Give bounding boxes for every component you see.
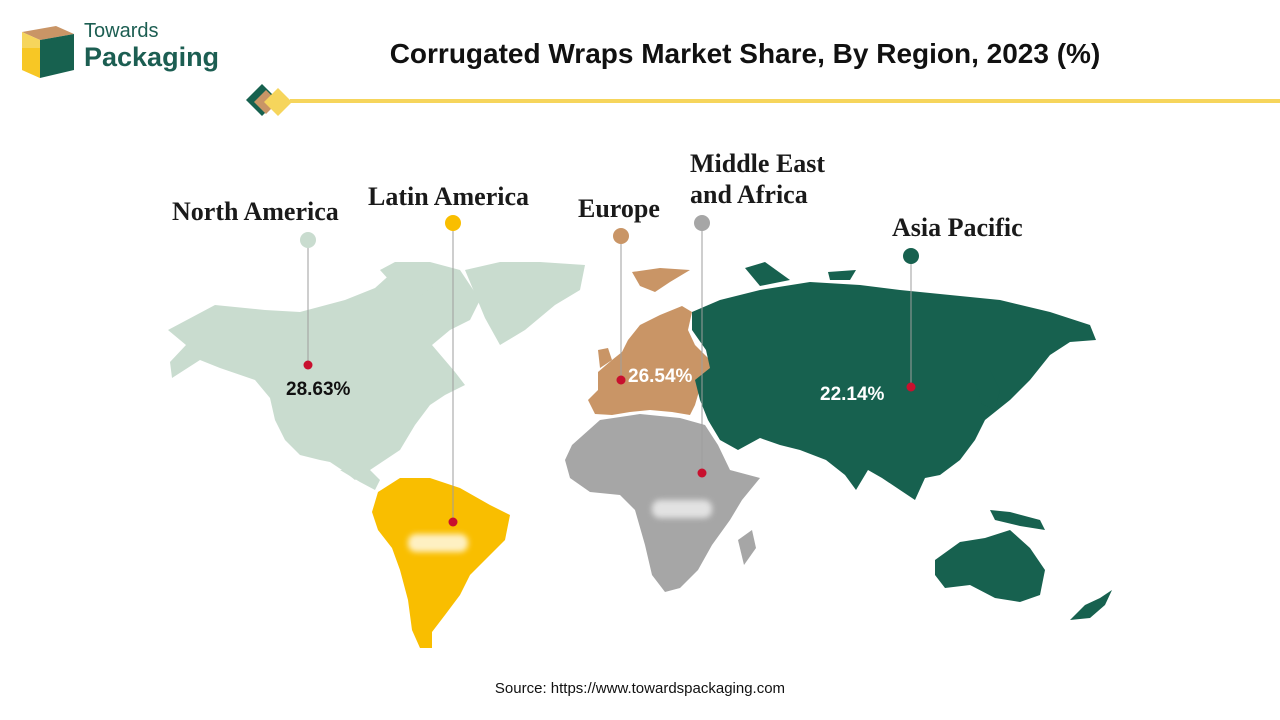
- brand-logo: Towards Packaging: [16, 20, 236, 84]
- page-title: Corrugated Wraps Market Share, By Region…: [389, 38, 1101, 69]
- region-north-america: [168, 262, 585, 490]
- value-label-north-america: 28.63%: [286, 379, 351, 400]
- region-latin-america: [372, 478, 510, 648]
- map-marker-asia-pacific: [906, 382, 916, 392]
- map-marker-middle-east-africa: [697, 468, 707, 478]
- region-label-north-america: North America: [172, 197, 339, 226]
- brand-name-line1: Towards: [84, 20, 159, 42]
- region-label-latin-america: Latin America: [368, 182, 530, 211]
- box-logo-icon: [22, 26, 74, 78]
- legend-dot-latin-america: [445, 215, 461, 231]
- source-note: Source: https://www.towardspackaging.com: [494, 680, 786, 697]
- legend-dot-asia-pacific: [903, 248, 919, 264]
- value-label-latin-america-obscured: [408, 534, 468, 552]
- map-marker-north-america: [303, 360, 313, 370]
- legend-dot-europe: [613, 228, 629, 244]
- map-marker-europe: [616, 375, 626, 385]
- divider-ornament-icon: [246, 84, 292, 116]
- region-label-asia-pacific: Asia Pacific: [892, 213, 1023, 242]
- brand-name-line2: Packaging: [84, 42, 220, 72]
- region-europe: [588, 268, 712, 415]
- region-asia-pacific: [692, 262, 1112, 620]
- value-label-asia-pacific: 22.14%: [820, 384, 885, 405]
- map-marker-latin-america: [448, 517, 458, 527]
- legend-dot-middle-east-africa: [694, 215, 710, 231]
- region-label-europe: Europe: [578, 194, 660, 223]
- title-divider-line: [290, 99, 1280, 103]
- value-label-middle-east-africa-obscured: [652, 500, 712, 518]
- legend-dot-north-america: [300, 232, 316, 248]
- region-label-middle-east-africa: Middle East and Africa: [690, 149, 826, 209]
- value-label-europe: 26.54%: [628, 366, 693, 387]
